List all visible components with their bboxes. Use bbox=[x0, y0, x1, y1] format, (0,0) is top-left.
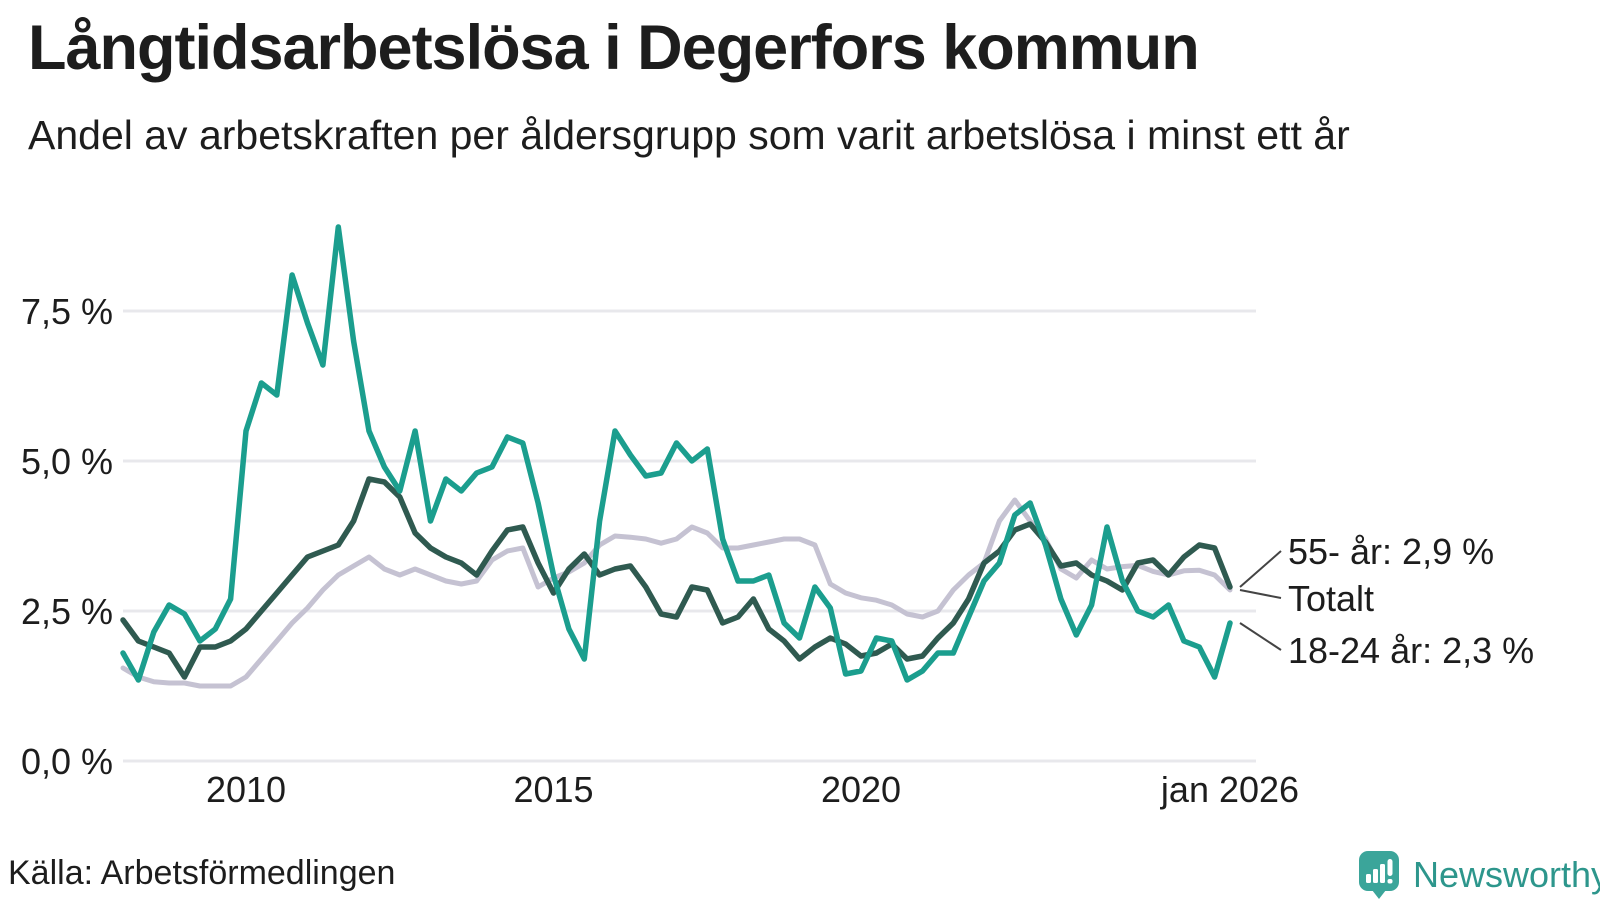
newsworthy-icon bbox=[1359, 851, 1399, 899]
page-title: Långtidsarbetslösa i Degerfors kommun bbox=[28, 13, 1200, 83]
x-tick-label: jan 2026 bbox=[1160, 769, 1299, 810]
page-subtitle: Andel av arbetskraften per åldersgrupp s… bbox=[28, 112, 1350, 158]
logo-exclamation-stem bbox=[1387, 859, 1393, 876]
logo-bar-medium bbox=[1373, 869, 1378, 883]
series-line-totalt bbox=[120, 497, 1233, 689]
y-tick-label: 7,5 % bbox=[21, 291, 113, 332]
y-tick-label: 5,0 % bbox=[21, 441, 113, 482]
end-label-totalt: Totalt bbox=[1288, 578, 1374, 619]
logo-bubble-shape bbox=[1359, 851, 1399, 891]
y-tick-label: 2,5 % bbox=[21, 591, 113, 632]
newsworthy-wordmark: Newsworthy bbox=[1413, 854, 1600, 895]
end-label-55-r: 55- år: 2,9 % bbox=[1288, 531, 1494, 572]
logo-bar-small bbox=[1366, 874, 1371, 883]
x-tick-label: 2020 bbox=[821, 769, 901, 810]
y-tick-label: 0,0 % bbox=[21, 741, 113, 782]
end-label-18-24-r: 18-24 år: 2,3 % bbox=[1288, 630, 1534, 671]
logo-exclamation-dot bbox=[1387, 879, 1393, 884]
x-tick-label: 2015 bbox=[513, 769, 593, 810]
end-label-leader-18-24-r bbox=[1239, 622, 1282, 651]
logo-bubble-tail bbox=[1372, 890, 1386, 899]
end-label-leader-55-r bbox=[1239, 550, 1282, 588]
logo-bar-tall bbox=[1380, 864, 1385, 883]
end-label-leader-totalt bbox=[1239, 589, 1282, 599]
series-line-55-r bbox=[120, 476, 1233, 680]
source-label: Källa: Arbetsförmedlingen bbox=[8, 854, 396, 892]
newsworthy-logo: Newsworthy bbox=[1358, 850, 1600, 900]
x-tick-label: 2010 bbox=[206, 769, 286, 810]
series-line-18-24-r bbox=[120, 224, 1233, 683]
